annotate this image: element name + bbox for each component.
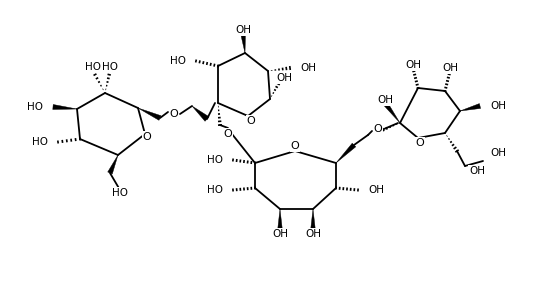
Text: O: O: [170, 109, 179, 119]
Text: OH: OH: [272, 229, 288, 239]
Text: OH: OH: [442, 63, 458, 73]
Text: HO: HO: [27, 102, 43, 112]
Polygon shape: [278, 209, 282, 231]
Text: OH: OH: [490, 148, 506, 158]
Text: HO: HO: [207, 155, 223, 165]
Polygon shape: [53, 105, 77, 110]
Text: O: O: [416, 138, 424, 148]
Text: OH: OH: [490, 101, 506, 111]
Polygon shape: [240, 33, 245, 53]
Text: HO: HO: [112, 188, 128, 198]
Text: HO: HO: [85, 62, 101, 72]
Text: OH: OH: [405, 60, 421, 70]
Polygon shape: [460, 104, 480, 111]
Text: O: O: [291, 141, 300, 151]
Text: OH: OH: [300, 63, 316, 73]
Text: OH: OH: [368, 185, 384, 195]
Text: HO: HO: [32, 137, 48, 147]
Text: HO: HO: [207, 185, 223, 195]
Text: OH: OH: [377, 95, 393, 105]
Polygon shape: [108, 155, 118, 174]
Text: OH: OH: [235, 25, 251, 35]
Polygon shape: [383, 101, 400, 123]
Text: HO: HO: [102, 62, 118, 72]
Polygon shape: [192, 106, 209, 121]
Text: OH: OH: [469, 166, 485, 176]
Polygon shape: [336, 143, 356, 163]
Text: HO: HO: [170, 56, 186, 66]
Text: O: O: [374, 124, 382, 134]
Text: O: O: [246, 116, 255, 126]
Text: OH: OH: [305, 229, 321, 239]
Text: O: O: [223, 129, 232, 139]
Text: O: O: [143, 132, 151, 142]
Polygon shape: [138, 108, 161, 120]
Text: OH: OH: [276, 73, 292, 83]
Polygon shape: [310, 209, 315, 231]
